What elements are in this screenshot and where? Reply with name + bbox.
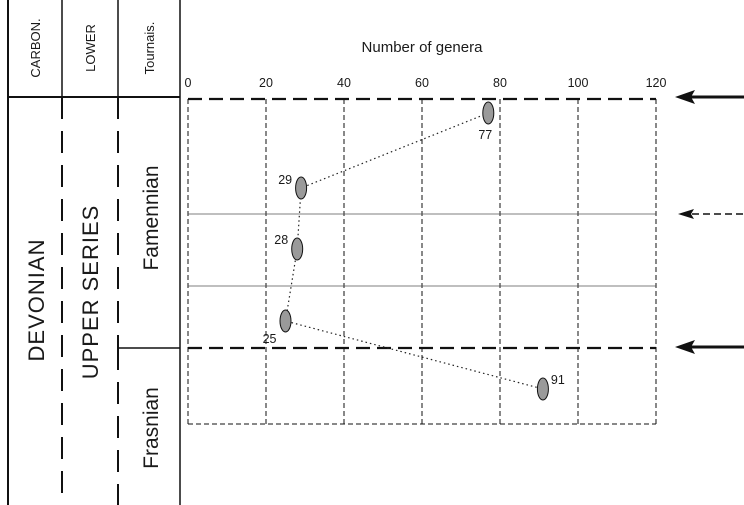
grid [265,99,579,424]
system-label: DEVONIAN [24,239,49,362]
data-point [291,237,304,261]
stage-upper-label: Famennian [140,165,163,270]
x-tick-label: 120 [646,76,667,90]
data-point-label: 25 [263,332,277,346]
series-connector-line [284,112,544,390]
data-point [295,176,308,200]
data-point-label: 91 [551,373,565,387]
x-tick-label: 40 [337,76,351,90]
event-arrows [675,90,744,354]
x-tick-label: 80 [493,76,507,90]
arrow-bottom-icon [675,340,744,354]
stage-lower-label: Frasnian [140,387,163,469]
data-point [536,377,549,401]
stage-top-label: Tournais. [142,22,157,75]
data-point-label: 77 [478,128,492,142]
series-top-label: LOWER [83,24,98,72]
arrow-top-icon [675,90,744,104]
x-tick-labels: 0 20 40 60 80 100 120 [185,76,667,90]
data-point-label: 29 [278,173,292,187]
data-point-label: 28 [274,233,288,247]
boundary-lines [188,97,656,350]
x-tick-label: 60 [415,76,429,90]
system-top-label: CARBON. [28,18,43,77]
data-points: 77 29 28 25 91 [263,101,565,401]
arrow-middle-icon [678,209,744,219]
x-tick-label: 20 [259,76,273,90]
x-tick-label: 0 [185,76,192,90]
data-point [279,309,292,333]
data-point [482,101,495,125]
strat-column [7,0,181,505]
x-tick-label: 100 [568,76,589,90]
series-label: UPPER SERIES [78,205,103,380]
chart-title: Number of genera [362,39,484,56]
